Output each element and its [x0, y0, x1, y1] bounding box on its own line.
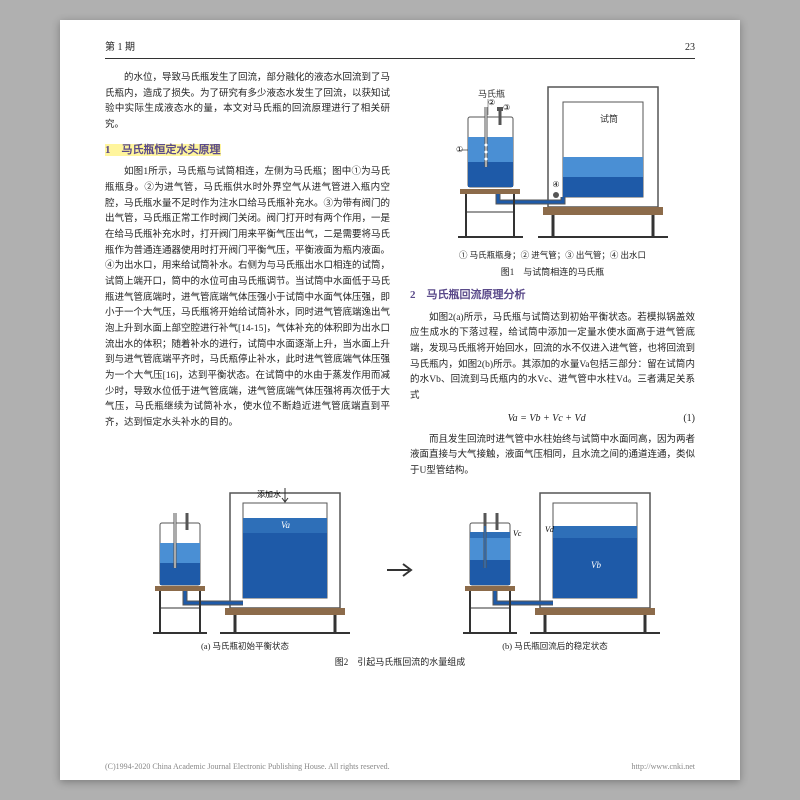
- arrow-icon: [385, 560, 415, 580]
- figure-1: 试筒 ④: [410, 77, 695, 279]
- right-column: 试筒 ④: [410, 71, 695, 480]
- svg-text:添加水: 添加水: [257, 489, 281, 499]
- page-footer: (C)1994-2020 China Academic Journal Elec…: [105, 761, 695, 774]
- footer-left: (C)1994-2020 China Academic Journal Elec…: [105, 761, 390, 774]
- header-left: 第 1 期: [105, 40, 135, 56]
- figure-2: Va 添加水: [105, 488, 695, 654]
- footer-right: http://www.cnki.net: [632, 761, 695, 774]
- svg-text:马氏瓶: 马氏瓶: [478, 88, 505, 99]
- intro-para: 的水位，导致马氏瓶发生了回流，部分融化的液态水回流到了马氏瓶内，造成了损失。为了…: [105, 71, 390, 134]
- figure-2-caption: 图2 引起马氏瓶回流的水量组成: [105, 655, 695, 669]
- svg-text:③: ③: [503, 103, 510, 112]
- svg-text:②: ②: [488, 98, 495, 107]
- figure-1-caption: 图1 与试筒相连的马氏瓶: [410, 265, 695, 279]
- section-2-title: 2 马氏瓶回流原理分析: [410, 287, 695, 305]
- svg-text:Vc: Vc: [513, 529, 522, 538]
- section-1-body: 如图1所示，马氏瓶与试筒相连，左侧为马氏瓶；图中①为马氏瓶瓶身。②为进气管，马氏…: [105, 165, 390, 431]
- figure-2b: Vb Vd Vc: [445, 488, 665, 654]
- svg-text:Vd: Vd: [545, 525, 555, 534]
- figure-2a-caption: (a) 马氏瓶初始平衡状态: [135, 640, 355, 654]
- figure-1-legend: ① 马氏瓶瓶身；② 进气管；③ 出气管；④ 出水口: [410, 249, 695, 263]
- header-right: 23: [685, 40, 695, 56]
- two-column-body: 的水位，导致马氏瓶发生了回流，部分融化的液态水回流到了马氏瓶内，造成了损失。为了…: [105, 71, 695, 480]
- svg-text:Vb: Vb: [591, 560, 601, 570]
- section-1-title: 1 马氏瓶恒定水头原理: [105, 142, 390, 160]
- svg-text:④: ④: [552, 180, 559, 189]
- equation-1: Va = Vb + Vc + Vd (1): [410, 411, 695, 427]
- svg-text:试筒: 试筒: [600, 113, 618, 124]
- left-column: 的水位，导致马氏瓶发生了回流，部分融化的液态水回流到了马氏瓶内，造成了损失。为了…: [105, 71, 390, 480]
- figure-1-svg: 试筒 ④: [428, 77, 678, 247]
- figure-2b-caption: (b) 马氏瓶回流后的稳定状态: [445, 640, 665, 654]
- figure-2a: Va 添加水: [135, 488, 355, 654]
- page: 第 1 期 23 的水位，导致马氏瓶发生了回流，部分融化的液态水回流到了马氏瓶内…: [60, 20, 740, 780]
- section-2-p1: 如图2(a)所示，马氏瓶与试筒达到初始平衡状态。若模拟锅盖效应生成水的下落过程，…: [410, 311, 695, 405]
- svg-text:Va: Va: [281, 520, 291, 530]
- section-2-p2: 而且发生回流时进气管中水柱始终与试筒中水面同高，因为两者液面直接与大气接触，液面…: [410, 433, 695, 480]
- page-header: 第 1 期 23: [105, 40, 695, 59]
- svg-text:①: ①: [456, 145, 463, 154]
